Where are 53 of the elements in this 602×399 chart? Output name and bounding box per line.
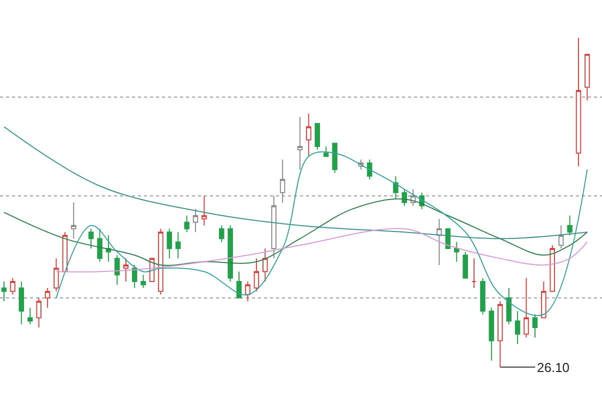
candlestick [192,208,198,233]
candlestick [123,258,128,282]
candlestick [280,159,286,203]
candlestick [254,258,260,292]
candlestick [114,254,120,286]
candlestick [106,234,112,262]
candlestick [1,280,7,302]
candlestick [488,307,494,361]
candlestick [436,218,442,266]
candlestick [184,215,190,233]
candlestick [297,116,303,170]
candlestick [158,228,164,296]
candlestick [140,274,146,289]
candlestick [550,244,556,292]
candlestick [514,310,520,345]
candlestick [97,228,102,262]
candlestick [576,37,582,167]
candlestick [245,280,250,302]
candlestick [175,232,181,259]
candlestick [584,54,590,101]
candlestick [323,146,329,157]
candlestick [306,113,312,157]
candlestick [454,241,460,262]
candlestick [393,176,398,200]
candlestick [366,159,372,180]
candlestick [236,271,242,298]
candlestick [471,258,477,289]
candlestick [506,288,512,325]
candlestick [524,278,529,338]
candlestick [271,195,276,259]
candlestick [541,280,546,318]
candlestick [480,278,486,315]
candlestick [332,142,338,174]
candlestick [88,228,94,250]
candlestick [462,251,468,279]
candlestick [166,228,172,259]
candlestick [18,280,24,325]
candlestick [532,314,538,338]
candlestick [27,307,33,325]
candlestick [567,215,572,236]
candlestick [202,195,207,226]
candlestick [558,225,564,250]
candlestick [228,225,233,282]
annotation: 26.10 [537,360,570,375]
candlestick [10,278,16,296]
candlestick [54,258,59,292]
candlestick [36,297,42,328]
candlestick [498,300,503,368]
candlestick [314,122,320,150]
candlestick [262,248,268,282]
candlestick [44,288,50,308]
candlestick [218,225,224,242]
candlestick [71,202,76,240]
